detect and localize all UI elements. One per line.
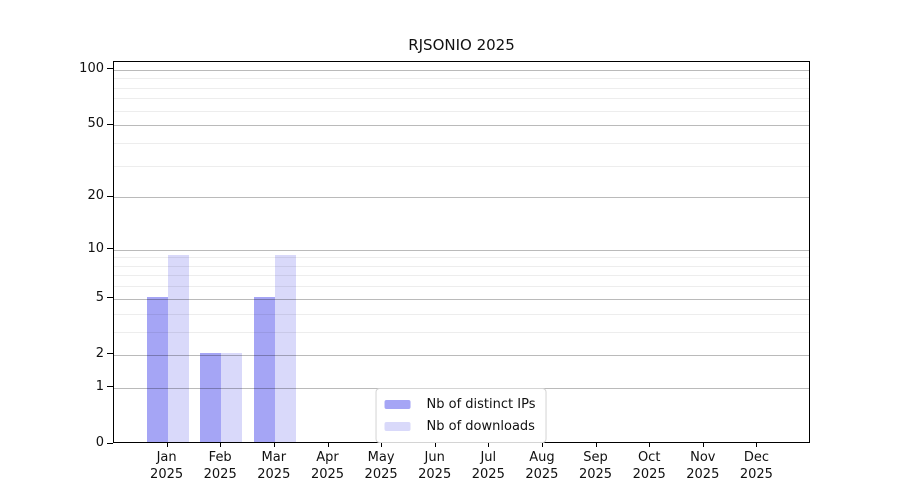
y-tick-label: 2 [95,345,104,361]
x-tick-year: 2025 [418,467,452,482]
x-tick [488,443,490,447]
legend-swatch [384,422,411,431]
y-tick [107,68,113,70]
x-tick-label: Sep 2025 [579,449,612,483]
x-tick-label: Jun 2025 [418,449,451,483]
y-tick [107,442,113,444]
legend-label: Nb of distinct IPs [426,397,536,412]
y-tick-label: 0 [95,435,104,450]
legend: Nb of distinct IPs Nb of downloads [375,388,547,443]
x-tick-year: 2025 [578,467,613,482]
x-tick-month: Jul [480,450,497,465]
y-tick-label: 50 [87,116,104,132]
x-tick-year: 2025 [257,467,291,482]
y-tick [107,123,113,125]
x-tick-label: Oct 2025 [633,449,666,483]
y-tick [107,353,113,355]
legend-item: Nb of distinct IPs [384,395,536,414]
x-tick-label: Nov 2025 [686,449,719,483]
x-tick-month: May [367,450,395,465]
legend-swatch [384,400,411,409]
x-tick-label: Aug 2025 [525,449,558,483]
y-tick [107,297,113,299]
x-tick-year: 2025 [739,467,773,482]
x-tick-label: Jul 2025 [472,449,505,483]
x-tick [702,443,704,447]
bar-downloads [167,255,189,442]
x-tick-label: Dec 2025 [740,449,773,483]
y-tick [107,195,113,197]
x-tick-label: Mar 2025 [257,449,290,483]
x-tick-label: Feb 2025 [204,449,237,483]
x-tick-year: 2025 [310,467,345,482]
legend-label: Nb of downloads [426,419,535,434]
x-tick-year: 2025 [471,467,505,482]
x-tick-month: Apr [316,450,339,465]
x-tick [541,443,543,447]
y-tick-label: 100 [79,60,104,76]
x-tick-label: Apr 2025 [311,449,344,483]
x-tick-month: Oct [637,450,661,465]
bar-downloads [274,255,296,442]
x-tick-month: Mar [261,450,287,465]
x-tick-month: Aug [529,450,555,465]
x-tick [166,443,168,447]
plot-area [113,61,810,443]
x-tick-month: Feb [208,450,232,465]
bar-downloads [221,352,243,442]
y-tick [107,386,113,388]
y-tick-label: 20 [87,188,104,204]
x-tick-month: Sep [583,450,608,465]
bar-distinct-ips [253,296,275,442]
x-tick [327,443,329,447]
x-tick [434,443,436,447]
legend-item: Nb of downloads [384,417,536,436]
x-tick-month: Nov [690,450,716,465]
x-tick-year: 2025 [364,467,398,482]
bar-distinct-ips [146,296,168,442]
x-tick-month: Dec [743,450,769,465]
x-tick-year: 2025 [150,467,184,482]
x-tick [381,443,383,447]
x-tick-year: 2025 [686,467,720,482]
bar-distinct-ips [200,352,222,442]
x-tick-month: Jun [424,450,445,465]
x-tick [273,443,275,447]
x-tick-label: May 2025 [365,449,398,483]
x-tick-year: 2025 [203,467,237,482]
x-tick-month: Jan [156,450,177,465]
x-tick [220,443,222,447]
y-tick-label: 10 [87,240,104,256]
bars-layer [114,62,809,442]
x-tick-year: 2025 [632,467,666,482]
x-tick-label: Jan 2025 [150,449,183,483]
x-tick [649,443,651,447]
y-tick-label: 5 [95,289,104,305]
chart-title: RJSONIO 2025 [408,36,515,54]
y-tick [107,248,113,249]
x-tick [756,443,758,447]
x-tick-year: 2025 [525,467,559,482]
x-tick [595,443,597,447]
y-tick-label: 1 [95,378,104,394]
